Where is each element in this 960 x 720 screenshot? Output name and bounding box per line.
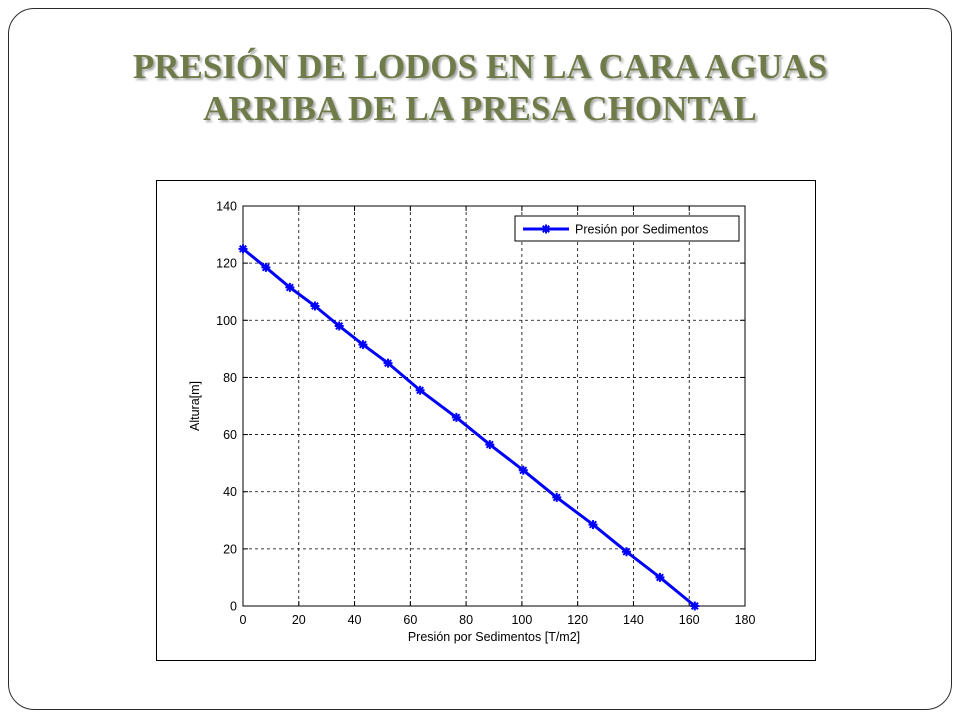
x-tick-label: 0: [240, 613, 247, 627]
y-tick-label: 40: [223, 485, 237, 499]
x-tick-label: 60: [403, 613, 417, 627]
x-tick-label: 120: [567, 613, 588, 627]
x-tick-label: 160: [679, 613, 700, 627]
series-layer: [238, 244, 700, 611]
data-point-marker: [415, 385, 425, 395]
x-tick-label: 20: [292, 613, 306, 627]
chart-figure: 0 20 40 60 80 100 120 140 160 180 0 20 40 60 80 100 120 1…: [156, 180, 816, 661]
x-tick-label: 80: [459, 613, 473, 627]
data-point-marker: [285, 282, 295, 292]
legend-entry-label: Presión por Sedimentos: [575, 223, 708, 237]
data-point-marker: [588, 520, 598, 530]
series-line: [242, 247, 696, 608]
slide-title: PRESIÓN DE LODOS EN LA CARA AGUAS ARRIBA…: [0, 46, 960, 130]
legend: Presión por Sedimentos: [514, 215, 740, 242]
data-point-marker: [383, 358, 393, 368]
legend-marker-sample: [541, 224, 551, 234]
y-axis-label: Altura[m]: [188, 381, 202, 431]
slide-title-line-2: ARRIBA DE LA PRESA CHONTAL: [203, 89, 757, 128]
axis-ticks: 0 20 40 60 80 100 120 140 160 180 0 20 40 60 80 100 120 1…: [216, 200, 755, 628]
legend-star-marker: [541, 224, 551, 234]
line-chart: 0 20 40 60 80 100 120 140 160 180 0 20 40 60 80 100 120 1…: [188, 200, 755, 645]
data-point-marker: [261, 262, 271, 272]
y-tick-label: 120: [216, 257, 237, 271]
data-point-marker: [358, 340, 368, 350]
data-point-marker: [485, 440, 495, 450]
x-tick-label: 100: [511, 613, 532, 627]
y-tick-label: 0: [230, 600, 237, 614]
x-axis-label: Presión por Sedimentos [T/m2]: [408, 630, 580, 644]
y-tick-label: 60: [223, 428, 237, 442]
y-tick-label: 100: [216, 314, 237, 328]
slide-title-line-1: PRESIÓN DE LODOS EN LA CARA AGUAS: [132, 47, 828, 86]
y-tick-label: 140: [216, 200, 237, 214]
data-point-marker: [655, 572, 665, 582]
data-point-marker: [334, 321, 344, 331]
x-tick-label: 40: [348, 613, 362, 627]
y-tick-label: 80: [223, 371, 237, 385]
x-tick-label: 140: [623, 613, 644, 627]
grid-lines: [243, 206, 745, 606]
plot-area: [242, 205, 746, 607]
data-point-marker: [310, 301, 320, 311]
data-point-marker: [690, 601, 700, 611]
x-tick-label: 180: [735, 613, 756, 627]
data-point-marker: [518, 465, 528, 475]
data-point-marker: [621, 547, 631, 557]
data-point-marker: [238, 244, 248, 254]
data-point-marker: [451, 412, 461, 422]
data-point-marker: [552, 492, 562, 502]
y-tick-label: 20: [223, 542, 237, 556]
